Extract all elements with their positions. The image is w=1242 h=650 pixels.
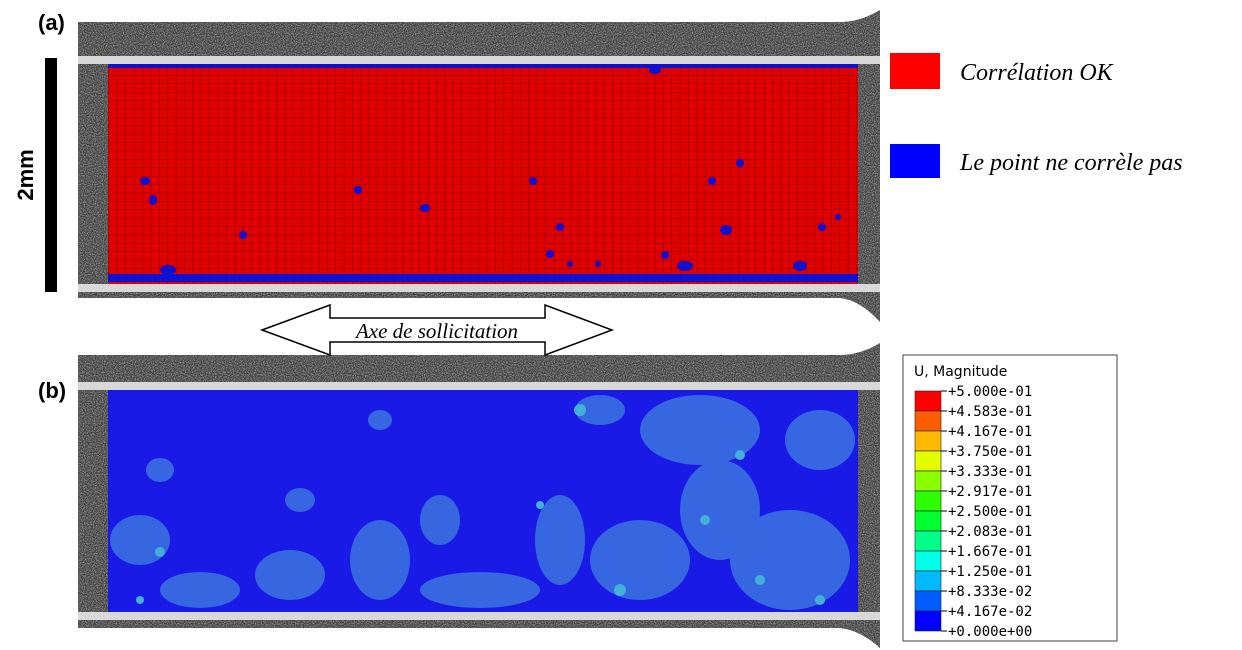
colorbar-band [914,610,942,632]
colorbar-tick-label: +4.583e-01 [948,404,1032,420]
colorbar-tick-label: +0.000e+00 [948,624,1032,640]
specimen-b [78,343,880,648]
colorbar-band [914,470,942,492]
colorbar-tick-label: +5.000e-01 [948,384,1032,400]
colorbar-band [914,490,942,512]
colorbar-tick-label: +4.167e-01 [948,424,1032,440]
contour-blobs [110,395,855,610]
colorbar-band [914,590,942,612]
colorbar-tick-label: +3.333e-01 [948,464,1032,480]
colorbar-tick-label: +3.750e-01 [948,444,1032,460]
panel-label: (a) [38,10,65,35]
colorbar-tick-label: +2.083e-01 [948,524,1032,540]
colorbar-band [914,530,942,552]
arrow-label: Axe de sollicitation [354,319,518,343]
contour-peaks [136,404,825,605]
colorbar: U, Magnitude +5.000e-01 +4.583e-01 +4.167e… [902,354,1118,642]
correlation-grid [108,64,858,284]
colorbar-title: U, Magnitude [914,364,1007,380]
legend-label: Le point ne corrèle pas [959,150,1183,176]
colorbar-band [914,450,942,472]
colorbar-tick-label: +2.917e-01 [948,484,1032,500]
scale-label: 2mm [13,149,38,200]
colorbar-tick-label: +4.167e-02 [948,604,1032,620]
colorbar-tick-label: +1.250e-01 [948,564,1032,580]
panel-label: (b) [38,378,66,403]
colorbar-tick-label: +1.667e-01 [948,544,1032,560]
colorbar-band [914,570,942,592]
legend-swatch [890,144,940,178]
legend-swatch [890,53,940,89]
colorbar-band [914,430,942,452]
colorbar-band [914,510,942,532]
non-correlated-points [108,64,858,282]
colorbar-tick-label: +8.333e-02 [948,584,1032,600]
scale-bar [45,58,57,292]
colorbar-tick-label: +2.500e-01 [948,504,1032,520]
load-axis-arrow [259,303,615,357]
legend-label: Corrélation OK [960,60,1115,86]
colorbar-band [914,550,942,572]
colorbar-band [914,390,942,412]
colorbar-band [914,410,942,432]
specimen-a [78,10,880,322]
